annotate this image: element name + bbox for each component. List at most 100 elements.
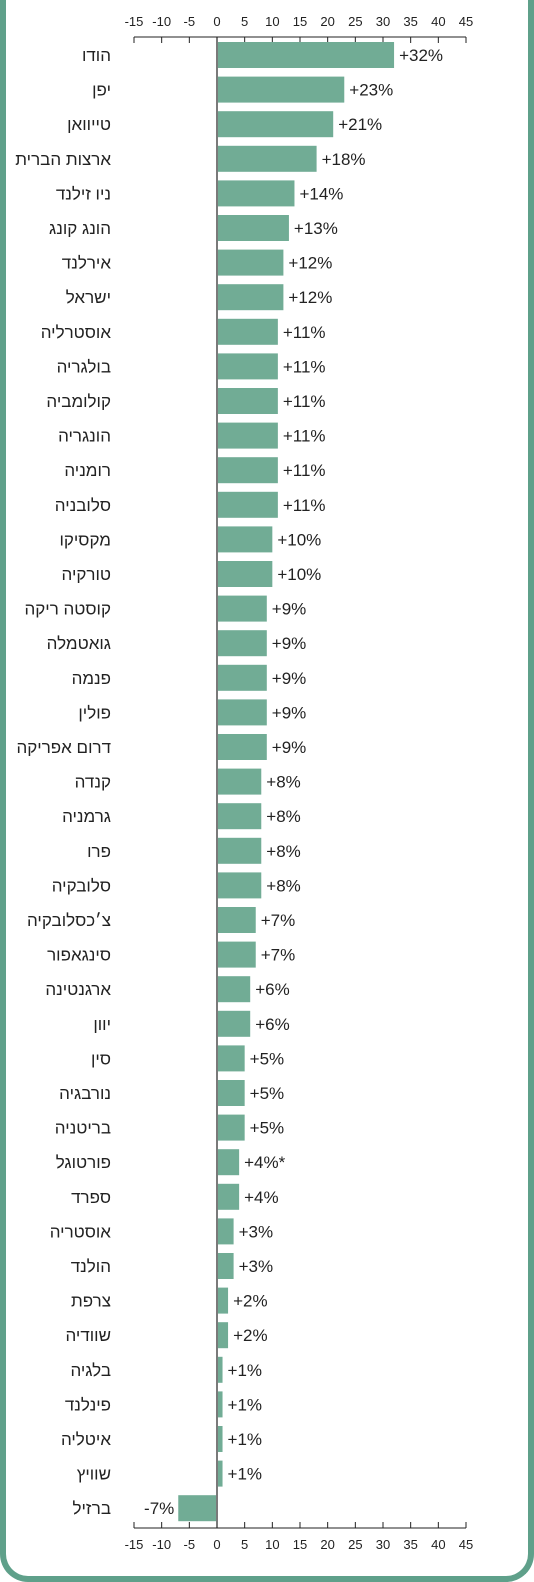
value-label: +7% xyxy=(261,911,296,930)
value-label: +14% xyxy=(299,184,343,203)
x-tick-label-top: -15 xyxy=(125,14,144,29)
bar xyxy=(218,42,395,68)
x-tick-label-top: -5 xyxy=(184,14,196,29)
bar xyxy=(218,1287,229,1314)
category-label: צרפת xyxy=(71,1292,111,1311)
bar xyxy=(178,1495,216,1522)
value-label: +9% xyxy=(272,738,307,757)
x-tick-label-top: 15 xyxy=(293,14,307,29)
bar xyxy=(218,1322,229,1349)
value-label: +11% xyxy=(283,461,326,480)
x-tick-label-bottom: 40 xyxy=(431,1537,445,1552)
value-label: +4% xyxy=(244,1188,279,1207)
x-tick-label-top: 20 xyxy=(320,14,334,29)
x-tick-label-bottom: -10 xyxy=(152,1537,171,1552)
category-label: מקסיקו xyxy=(59,530,111,549)
x-tick-label-top: 35 xyxy=(403,14,417,29)
x-tick-label-bottom: 30 xyxy=(376,1537,390,1552)
value-label: +5% xyxy=(250,1119,285,1138)
value-label: +1% xyxy=(228,1361,262,1380)
value-label: +7% xyxy=(261,946,296,965)
category-label: קנדה xyxy=(75,773,111,792)
value-label: +1% xyxy=(228,1395,262,1414)
value-label: +12% xyxy=(288,288,332,307)
value-label: +32% xyxy=(399,46,443,65)
category-label: גואטמלה xyxy=(47,634,111,653)
x-tick-label-top: 25 xyxy=(348,14,362,29)
bar xyxy=(218,1460,223,1487)
value-label: +10% xyxy=(277,530,321,549)
category-label: בריטניה xyxy=(55,1119,111,1138)
value-label: -7% xyxy=(144,1499,174,1518)
bar xyxy=(218,76,345,103)
bar xyxy=(218,1149,240,1176)
bar xyxy=(218,803,262,830)
category-label: ארגנטינה xyxy=(45,980,111,999)
bar xyxy=(218,1080,245,1106)
bar xyxy=(218,837,262,864)
category-label: נורבגיה xyxy=(59,1084,111,1103)
value-label: +11% xyxy=(283,427,326,446)
x-tick-label-top: 0 xyxy=(213,14,220,29)
category-label: סינגאפור xyxy=(47,946,111,965)
category-label: פינלנד xyxy=(65,1395,111,1414)
bar xyxy=(218,976,251,1003)
bar xyxy=(218,284,284,311)
category-label: רומניה xyxy=(64,461,111,480)
category-label: בלגיה xyxy=(70,1361,111,1380)
value-label: +1% xyxy=(228,1430,262,1449)
value-label: +23% xyxy=(349,81,393,100)
value-label: +9% xyxy=(272,703,307,722)
category-label: איטליה xyxy=(61,1430,111,1449)
value-label: +6% xyxy=(255,980,290,999)
bar xyxy=(218,457,278,484)
bar xyxy=(218,872,262,899)
value-label: +11% xyxy=(283,392,326,411)
x-tick-label-bottom: 5 xyxy=(241,1537,248,1552)
value-label: +13% xyxy=(294,219,338,238)
x-tick-label-top: 40 xyxy=(431,14,445,29)
x-tick-label-bottom: 10 xyxy=(265,1537,279,1552)
category-label: ישראל xyxy=(66,288,111,307)
bar xyxy=(218,561,273,587)
category-label: טורקיה xyxy=(62,565,111,584)
bar xyxy=(218,1218,234,1245)
x-tick-label-bottom: -15 xyxy=(125,1537,144,1552)
category-label: יפן xyxy=(92,81,111,100)
bar xyxy=(218,111,334,138)
category-label: ארצות הברית xyxy=(15,150,111,169)
value-label: +11% xyxy=(283,496,326,515)
value-label: +3% xyxy=(239,1222,274,1241)
x-tick-label-top: 5 xyxy=(241,14,248,29)
value-label: +9% xyxy=(272,634,307,653)
value-label: +18% xyxy=(322,150,366,169)
bar xyxy=(218,1114,245,1141)
value-label: +3% xyxy=(239,1257,274,1276)
category-label: סין xyxy=(91,1049,111,1068)
bar xyxy=(218,1253,234,1279)
category-label: קולומביה xyxy=(46,392,111,411)
value-label: +8% xyxy=(266,842,301,861)
value-label: +2% xyxy=(233,1292,267,1311)
category-label: סלובקיה xyxy=(52,876,111,895)
bar xyxy=(218,145,317,172)
value-label: +10% xyxy=(277,565,321,584)
x-tick-label-bottom: 20 xyxy=(320,1537,334,1552)
bar xyxy=(218,734,267,760)
bar xyxy=(218,422,278,449)
bar xyxy=(218,1183,240,1210)
x-tick-label-bottom: 45 xyxy=(459,1537,473,1552)
value-label: +5% xyxy=(250,1084,285,1103)
bar xyxy=(218,180,295,207)
bar xyxy=(218,491,278,518)
bar xyxy=(218,249,284,276)
bar xyxy=(218,1010,251,1037)
category-label: קוסטה ריקה xyxy=(25,600,112,619)
bar xyxy=(218,630,267,657)
value-label: +5% xyxy=(250,1049,285,1068)
category-label: הונגריה xyxy=(58,427,111,446)
value-label: +9% xyxy=(272,600,307,619)
category-label: דרום אפריקה xyxy=(16,738,111,757)
